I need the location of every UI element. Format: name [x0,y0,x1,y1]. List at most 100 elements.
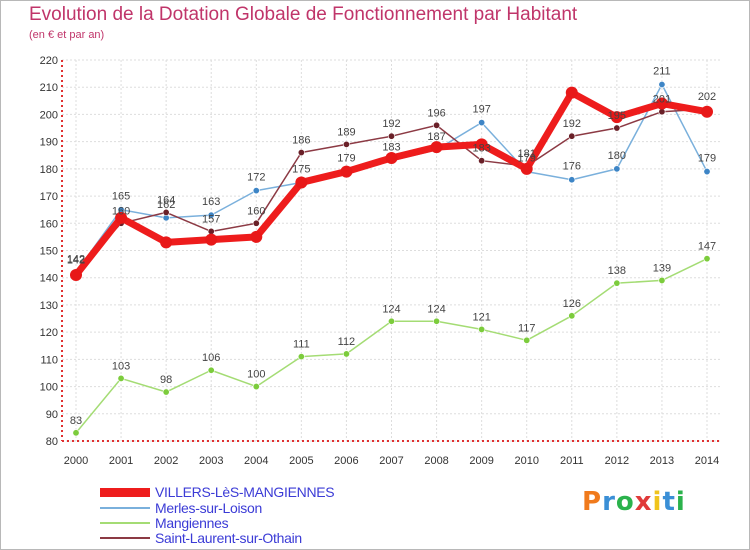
series-point-1 [658,80,666,88]
legend-item-merles: Merles-sur-Loison [100,500,400,516]
legend-swatch-merles [100,507,150,509]
legend-item-mangiennes: Mangiennes [100,515,400,531]
data-label-2: 124 [427,303,445,315]
series-point-1 [252,187,260,195]
data-label-3: 195 [608,110,626,122]
y-tick-label: 160 [40,218,58,230]
y-tick-label: 110 [40,354,58,366]
data-label-2: 124 [382,303,400,315]
series-point-0 [250,230,263,243]
data-label-1: 172 [247,172,265,184]
y-tick-label: 130 [40,300,58,312]
series-point-3 [252,219,260,227]
series-point-2 [72,429,80,437]
data-label-3: 189 [337,126,355,138]
data-label-3: 160 [112,205,130,217]
legend-item-villers: VILLERS-LèS-MANGIENNES [100,484,400,500]
series-point-1 [613,165,621,173]
series-point-2 [252,383,260,391]
data-label-2: 106 [202,352,220,364]
chart-legend: VILLERS-LèS-MANGIENNES Merles-sur-Loison… [100,484,400,546]
series-point-3 [342,140,350,148]
x-tick-label: 2007 [379,455,403,467]
y-tick-label: 140 [40,273,58,285]
y-tick-label: 100 [40,382,58,394]
data-label-3: 201 [653,94,671,106]
series-point-3 [568,132,576,140]
y-tick-label: 220 [40,55,58,67]
series-point-0 [205,233,218,246]
legend-label-saint-laurent: Saint-Laurent-sur-Othain [155,530,302,546]
series-point-0 [70,268,82,281]
x-tick-label: 2011 [560,455,584,467]
series-point-2 [297,353,305,361]
logo-letter: o [615,487,635,517]
proxiti-logo: Proxiti [582,487,686,517]
data-label-2: 121 [472,311,490,323]
series-point-0 [160,236,173,249]
x-tick-label: 2003 [199,455,223,467]
logo-letter: x [634,487,653,517]
series-point-0 [340,165,353,178]
data-label-1: 142 [67,253,85,265]
series-point-2 [523,336,531,344]
x-tick-label: 2012 [605,455,629,467]
x-tick-label: 2005 [289,455,313,467]
series-point-2 [433,317,441,325]
logo-letter: r [602,487,616,517]
data-label-3: 181 [518,148,536,160]
data-label-2: 83 [70,415,82,427]
series-point-0 [475,138,488,151]
series-point-0 [565,86,578,99]
data-label-3: 183 [472,143,490,155]
series-point-0 [385,151,398,164]
data-label-1: 197 [472,104,490,116]
series-point-0 [655,97,668,110]
data-label-1: 163 [202,196,220,208]
x-tick-label: 2009 [469,455,493,467]
series-point-2 [613,279,621,287]
data-label-2: 98 [160,374,172,386]
x-tick-label: 2008 [424,455,448,467]
logo-letter: t [662,487,676,517]
data-label-3: 186 [292,135,310,147]
y-tick-label: 80 [46,436,58,448]
data-label-2: 103 [112,360,130,372]
data-label-3: 160 [247,205,265,217]
data-label-1: 162 [157,199,175,211]
series-point-3 [297,149,305,157]
series-point-0 [295,176,308,189]
x-tick-label: 2000 [64,455,88,467]
legend-label-mangiennes: Mangiennes [155,515,229,531]
legend-swatch-mangiennes [100,522,150,524]
series-point-0 [430,141,443,154]
data-label-1: 175 [292,163,310,175]
series-point-0 [520,162,533,175]
series-point-2 [207,366,215,374]
x-tick-label: 2002 [154,455,178,467]
x-tick-label: 2004 [244,455,268,467]
y-tick-label: 150 [40,246,58,258]
logo-letter: i [675,487,686,517]
data-label-2: 138 [608,265,626,277]
legend-item-saint-laurent: Saint-Laurent-sur-Othain [100,530,400,546]
data-label-3: 192 [563,118,581,130]
series-point-2 [342,350,350,358]
data-label-2: 139 [653,262,671,274]
x-tick-label: 2010 [514,455,538,467]
y-tick-label: 210 [40,82,58,94]
data-label-3: 192 [382,118,400,130]
series-point-2 [658,276,666,284]
x-tick-label: 2006 [334,455,358,467]
logo-letter: P [582,487,603,517]
data-label-1: 180 [608,150,626,162]
y-tick-label: 190 [40,137,58,149]
series-point-0 [701,105,713,118]
y-tick-label: 200 [40,109,58,121]
series-point-1 [568,176,576,184]
logo-letter: i [652,487,663,517]
data-label-1: 165 [112,191,130,203]
data-label-1: 183 [382,142,400,154]
chart-subtitle: (en € et par an) [29,29,105,41]
y-tick-label: 180 [40,164,58,176]
